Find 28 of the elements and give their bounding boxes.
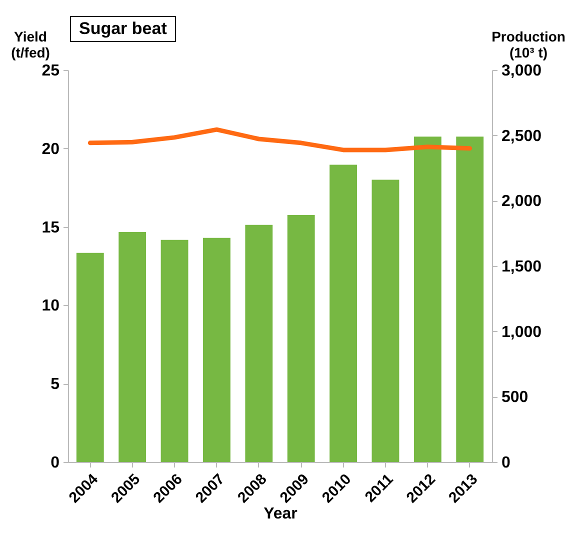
y2-tick-label: 2,500 <box>502 128 542 145</box>
y2-tick-label: 0 <box>502 454 510 472</box>
bar <box>245 224 273 462</box>
y2-tick-label: 1,000 <box>502 324 542 341</box>
bar <box>118 232 146 462</box>
bar <box>372 180 400 462</box>
y-tick-label: 0 <box>50 454 60 472</box>
y2-tick-label: 500 <box>502 389 528 406</box>
y-tick-label: 25 <box>42 62 60 80</box>
y-tick-label: 15 <box>42 219 60 236</box>
bar <box>203 238 230 462</box>
x-axis-title: Year <box>264 506 298 523</box>
y2-tick-label: 3,000 <box>502 62 542 80</box>
bar <box>330 164 357 462</box>
y-tick-label: 20 <box>42 140 60 158</box>
y-tick-label: 5 <box>50 376 60 394</box>
y-axis-title: Yield (t/fed) <box>11 28 50 60</box>
bar <box>287 215 315 462</box>
bar <box>456 136 484 462</box>
bar <box>76 252 104 462</box>
y2-tick-label: 2,000 <box>502 193 542 210</box>
y-tick-label: 10 <box>42 298 60 315</box>
y2-axis-title: Production (10³ t) <box>492 28 566 60</box>
chart-title: Sugar beat <box>70 16 176 42</box>
y2-tick-label: 1,500 <box>502 258 542 276</box>
line-series <box>88 127 472 152</box>
bar <box>414 136 442 462</box>
bar <box>160 240 188 462</box>
